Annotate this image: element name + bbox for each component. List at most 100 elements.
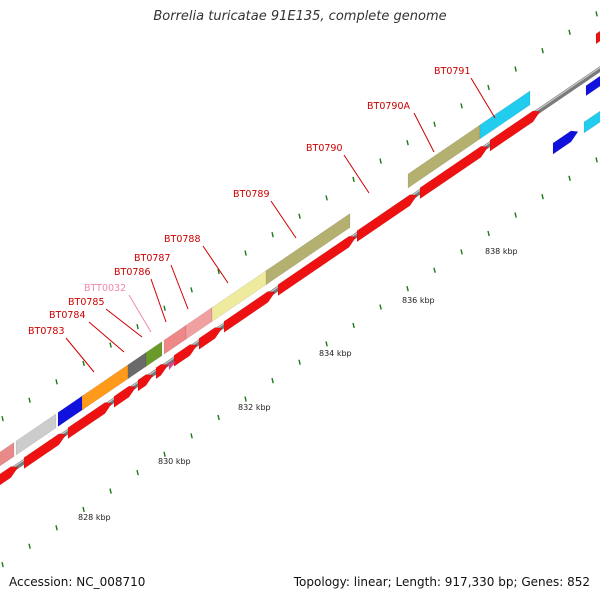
tick-dash (514, 212, 517, 218)
red-gene-arrow (0, 466, 19, 486)
tick-dash (28, 397, 31, 403)
tick-dash (433, 121, 436, 127)
feature-bar (211, 267, 271, 323)
gene-label: BT0790A (367, 101, 410, 112)
tick-dash (298, 359, 301, 365)
label-leader-lines (65, 77, 496, 373)
tick-dash (352, 176, 355, 183)
genome-summary-text: Topology: linear; Length: 917,330 bp; Ge… (293, 575, 590, 589)
tick-dash (190, 433, 193, 439)
kbp-label: 830 kbp (158, 457, 191, 466)
tick-dash (487, 230, 490, 237)
tick-dash (352, 322, 355, 329)
tick-dash (109, 488, 112, 494)
kbp-label: 828 kbp (78, 513, 111, 522)
tick-dash (244, 396, 247, 402)
small-gene-arrow (168, 361, 177, 371)
leader-line (343, 154, 370, 194)
gene-label: BTT0032 (84, 283, 126, 294)
tick-dash (541, 194, 544, 200)
tick-dash (595, 157, 598, 163)
tick-dash (136, 469, 139, 476)
tick-dash (136, 323, 139, 330)
gene-features (0, 30, 600, 486)
tick-dash (244, 250, 247, 256)
tick-dash (325, 195, 328, 201)
leader-line (202, 245, 229, 284)
tick-dash (460, 103, 463, 109)
red-gene-arrow (595, 30, 600, 45)
feature-bar (265, 213, 351, 286)
red-gene-arrow (356, 194, 418, 243)
tick-dash (55, 379, 58, 385)
blue-gene-arrow (585, 75, 600, 97)
leader-line (128, 294, 152, 333)
tick-dash (82, 506, 85, 513)
red-gene-arrow (277, 235, 357, 297)
red-gene-arrow (113, 385, 137, 408)
feature-bar (479, 90, 531, 140)
kbp-label: 836 kbp (402, 296, 435, 305)
red-gene-arrow (67, 402, 113, 440)
tick-dash (55, 525, 58, 531)
leader-line (105, 308, 143, 338)
red-gene-arrow (137, 374, 154, 392)
tick-dash (595, 11, 598, 17)
feature-bar (0, 441, 15, 467)
tick-dash (82, 360, 85, 367)
red-gene-arrow (489, 110, 541, 152)
kbp-label: 832 kbp (238, 403, 271, 412)
red-gene-arrow (223, 291, 276, 333)
feature-bar (15, 413, 57, 456)
tick-dash (163, 451, 166, 457)
gene-label: BT0783 (28, 326, 65, 337)
red-gene-arrow (23, 433, 67, 470)
tick-dash (541, 48, 544, 54)
leader-line (150, 278, 167, 323)
tick-dash (568, 29, 571, 35)
tick-dash (1, 561, 4, 568)
blue-gene-arrow (552, 130, 579, 155)
tick-dash (433, 267, 436, 273)
tick-dash (379, 158, 382, 164)
gene-label: BT0787 (134, 253, 171, 264)
leader-line (413, 112, 435, 153)
tick-dash (217, 414, 220, 421)
kbp-label: 838 kbp (485, 247, 518, 256)
tick-dash (379, 304, 382, 310)
kbp-label: 834 kbp (319, 349, 352, 358)
leader-line (88, 321, 125, 353)
kbp-labels: 828 kbp 830 kbp 832 kbp 834 kbp 836 kbp 838 k… (78, 247, 518, 522)
tick-marks (1, 11, 598, 568)
tick-dash (460, 249, 463, 255)
tick-dash (1, 415, 4, 422)
tick-dash (514, 66, 517, 72)
tick-dash (406, 286, 409, 292)
gene-label: BT0786 (114, 267, 151, 278)
feature-bar (145, 341, 163, 367)
tick-dash (163, 305, 166, 311)
tick-dash (406, 140, 409, 146)
tick-dash (298, 213, 301, 219)
tick-dash (568, 175, 571, 181)
gene-label: BT0791 (434, 66, 471, 77)
tick-dash (28, 543, 31, 549)
tick-dash (217, 268, 220, 275)
red-gene-arrow (173, 344, 198, 367)
red-gene-arrow (155, 364, 169, 380)
gene-label: BT0785 (68, 297, 105, 308)
gene-label: BT0790 (306, 143, 343, 154)
leader-line (270, 200, 297, 239)
gene-label: BT0784 (49, 310, 86, 321)
tick-dash (271, 377, 274, 384)
tick-dash (109, 342, 112, 348)
tick-dash (271, 231, 274, 238)
feature-bar (127, 352, 147, 380)
tick-dash (190, 287, 193, 293)
gene-label: BT0788 (164, 234, 201, 245)
leader-line (65, 337, 95, 373)
gene-label: BT0789 (233, 189, 270, 200)
leader-line (170, 264, 189, 310)
gene-labels: BT0783 BT0784 BT0785 BTT0032 BT0786 BT0787 BT0… (28, 66, 471, 337)
accession-text: Accession: NC_008710 (9, 575, 146, 589)
